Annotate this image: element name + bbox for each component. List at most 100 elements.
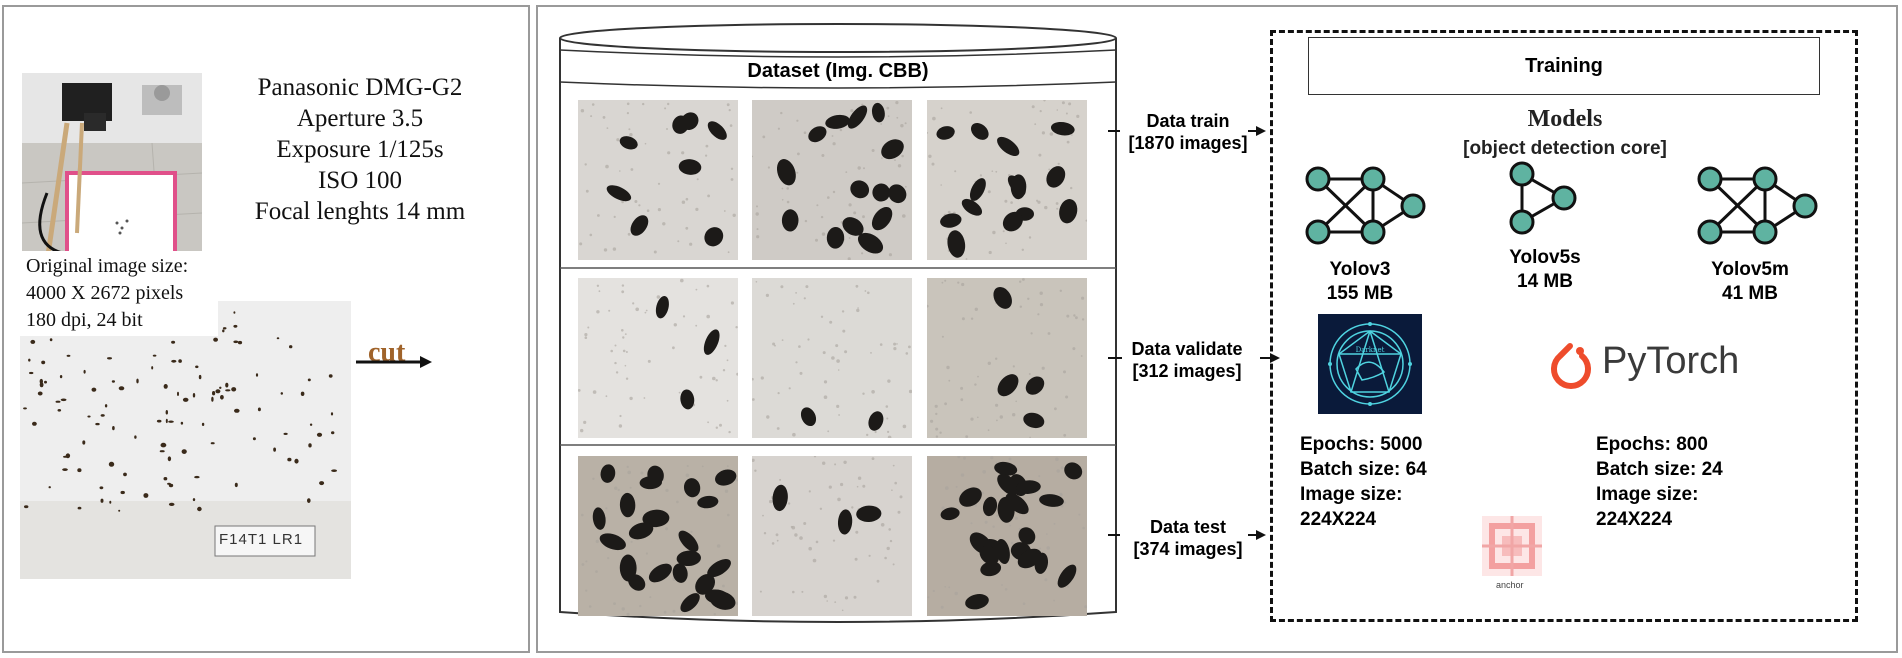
original-dpi: 180 dpi, 24 bit <box>26 309 143 331</box>
split-test-name: Data test <box>1149 517 1227 537</box>
plate-dot <box>211 396 214 402</box>
plate-dot <box>300 391 305 396</box>
beetle <box>1007 175 1026 196</box>
beetle <box>707 121 727 140</box>
plate-dot <box>99 486 104 490</box>
plate-dot <box>182 397 189 402</box>
beetle <box>826 227 845 249</box>
beetle <box>672 563 688 583</box>
beetle <box>707 559 731 578</box>
split-validate-name: Data validate <box>1131 339 1243 359</box>
anchor-icon <box>1482 516 1542 576</box>
beetle <box>997 374 1019 397</box>
beetle <box>800 407 817 427</box>
plate-dot <box>222 327 227 330</box>
plate-dot <box>308 443 312 448</box>
original-size-label: Original image size: <box>26 255 189 277</box>
model-yolov5m-name: Yolov5m <box>1711 259 1789 280</box>
beetle <box>715 469 737 486</box>
plate-dot <box>77 468 82 473</box>
sample-image <box>578 278 738 438</box>
plate-dot <box>171 340 176 344</box>
plate-dot <box>87 415 91 418</box>
plate-dot <box>167 456 172 462</box>
plate-dot <box>159 450 165 453</box>
plate-dot <box>24 505 29 509</box>
test-arrow <box>1108 530 1266 540</box>
plate-dot <box>192 498 196 502</box>
beetle <box>982 496 998 517</box>
beetle <box>1046 166 1066 188</box>
camera-focal-length: Focal lenghts 14 mm <box>254 198 466 225</box>
yolov5-image-size-label: Image size: <box>1596 484 1699 505</box>
plate-dot <box>289 345 293 349</box>
plate-dot <box>234 408 240 413</box>
beetle <box>850 180 870 199</box>
beetle <box>847 105 868 129</box>
plate-dot <box>180 421 184 425</box>
beetle <box>995 538 1010 565</box>
plate-dot <box>30 339 36 344</box>
camera-setup-photo <box>22 73 202 283</box>
beetle <box>606 185 632 202</box>
plate-dot <box>41 360 46 365</box>
training-box <box>1270 30 1858 622</box>
plate-dot <box>210 442 215 445</box>
plate-dot <box>215 389 221 394</box>
yolov5s-network-icon <box>1509 161 1577 235</box>
model-yolov3-size: 155 MB <box>1326 283 1394 304</box>
beetle <box>965 594 989 610</box>
plate-dot <box>234 482 238 488</box>
beetle <box>871 206 893 231</box>
plate-dot <box>37 391 43 396</box>
plate-dot <box>118 509 121 512</box>
plate-dot <box>55 400 61 403</box>
split-train: Data train [1870 images] <box>1118 110 1258 154</box>
model-yolov5s-name: Yolov5s <box>1509 247 1581 268</box>
plate-dot <box>151 366 154 370</box>
beetle <box>940 507 960 521</box>
beetle <box>993 286 1012 309</box>
yolov3-image-size-label: Image size: <box>1300 484 1403 505</box>
beetle <box>695 574 716 595</box>
plate-dot <box>136 378 139 384</box>
plate-dot <box>201 422 205 426</box>
plate-dot <box>167 482 171 485</box>
validate-arrow <box>1108 353 1280 363</box>
beetle <box>1023 412 1045 429</box>
beetle <box>969 178 986 201</box>
beetle <box>940 213 962 228</box>
beetle <box>881 139 904 160</box>
beetle <box>672 115 689 134</box>
dataset-title: Dataset (Img. CBB) <box>747 60 929 82</box>
beetle <box>680 593 700 613</box>
plate-dot <box>160 442 167 448</box>
plate-dot <box>168 420 174 423</box>
plate-dot <box>171 359 177 363</box>
plate-dot <box>225 382 229 388</box>
beetle <box>997 473 1019 496</box>
split-test: Data test [374 images] <box>1118 516 1258 560</box>
camera-exposure: Exposure 1/125s <box>276 136 444 163</box>
beetle <box>994 461 1018 476</box>
pytorch-label: PyTorch <box>1602 340 1740 382</box>
plate-dot <box>83 369 86 374</box>
model-yolov3: Yolov3 155 MB <box>1300 258 1420 306</box>
plate-dot <box>60 398 67 402</box>
plate-dot <box>82 440 86 445</box>
beetle <box>704 589 730 605</box>
plate-dot <box>29 371 34 375</box>
beetle <box>642 509 670 528</box>
plate-dot <box>77 506 82 510</box>
plate-dot <box>59 375 63 379</box>
pytorch-flame-icon <box>1551 343 1591 389</box>
plate-dot <box>111 380 115 383</box>
plate-dot <box>44 380 47 384</box>
plate-dot <box>316 432 323 437</box>
beetle <box>680 389 695 410</box>
plate-dot <box>108 461 115 467</box>
plate-dot <box>220 395 224 400</box>
split-validate-count: [312 images] <box>1132 361 1242 381</box>
camera-iso: ISO 100 <box>317 167 403 194</box>
cut-arrow <box>356 356 432 368</box>
